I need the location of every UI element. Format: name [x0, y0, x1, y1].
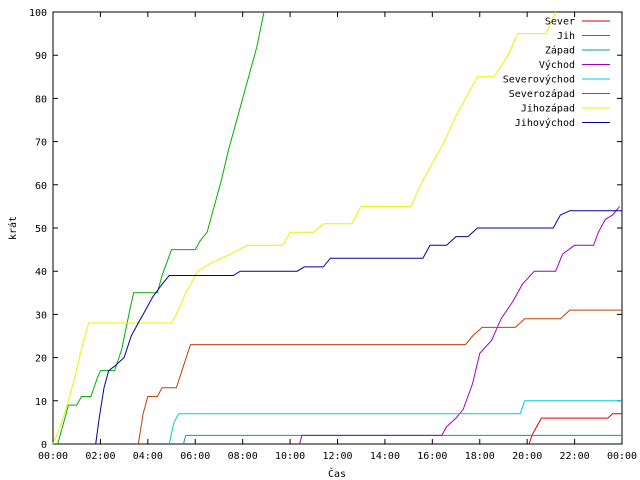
- y-tick-label: 30: [35, 310, 47, 321]
- x-tick-label: 02:00: [85, 451, 115, 462]
- series-line: [52, 11, 557, 445]
- x-tick-label: 00:00: [607, 451, 637, 462]
- x-tick-label: 18:00: [465, 451, 495, 462]
- x-tick-label: 10:00: [275, 451, 305, 462]
- legend-label: Západ: [545, 45, 575, 57]
- x-axis-label: Čas: [328, 467, 346, 480]
- x-tick-label: 20:00: [512, 451, 542, 462]
- legend-label: Severovýchod: [503, 74, 575, 86]
- series-line: [137, 309, 622, 445]
- y-tick-label: 0: [41, 440, 47, 451]
- y-tick-label: 40: [35, 267, 47, 278]
- series-line: [168, 400, 622, 445]
- x-tick-label: 22:00: [560, 451, 590, 462]
- y-tick-label: 60: [35, 181, 47, 192]
- series-lines: [52, 11, 622, 445]
- y-tick-label: 20: [35, 354, 47, 365]
- x-tick-label: 08:00: [228, 451, 258, 462]
- x-tick-label: 00:00: [38, 451, 68, 462]
- y-tick-label: 100: [29, 8, 47, 19]
- y-tick-label: 10: [35, 397, 47, 408]
- legend-label: Sever: [545, 17, 575, 28]
- y-tick-label: 70: [35, 138, 47, 149]
- series-line: [57, 11, 265, 445]
- series-line: [299, 206, 620, 445]
- x-tick-label: 16:00: [417, 451, 447, 462]
- x-tick-label: 04:00: [133, 451, 163, 462]
- series-line: [528, 413, 622, 445]
- legend-label: Jihovýchod: [515, 117, 575, 129]
- y-tick-label: 80: [35, 94, 47, 105]
- legend-label: Jihozápad: [521, 103, 575, 115]
- y-tick-label: 50: [35, 224, 47, 235]
- y-tick-label: 90: [35, 51, 47, 62]
- tick-labels: 0 10 20 30 40 50 60 70 80 90 100 00:00 02:00 04:00 06:…: [29, 8, 637, 462]
- series-line: [182, 434, 622, 445]
- legend: Sever Jih Západ Východ Severovýchod Severozáp…: [503, 17, 610, 129]
- y-axis-label: krát: [7, 216, 19, 240]
- series-line: [95, 210, 622, 445]
- x-tick-label: 06:00: [180, 451, 210, 462]
- legend-label: Východ: [539, 59, 575, 71]
- x-tick-label: 12:00: [322, 451, 352, 462]
- x-tick-label: 14:00: [370, 451, 400, 462]
- legend-label: Jih: [557, 31, 575, 42]
- legend-label: Severozápad: [509, 88, 575, 100]
